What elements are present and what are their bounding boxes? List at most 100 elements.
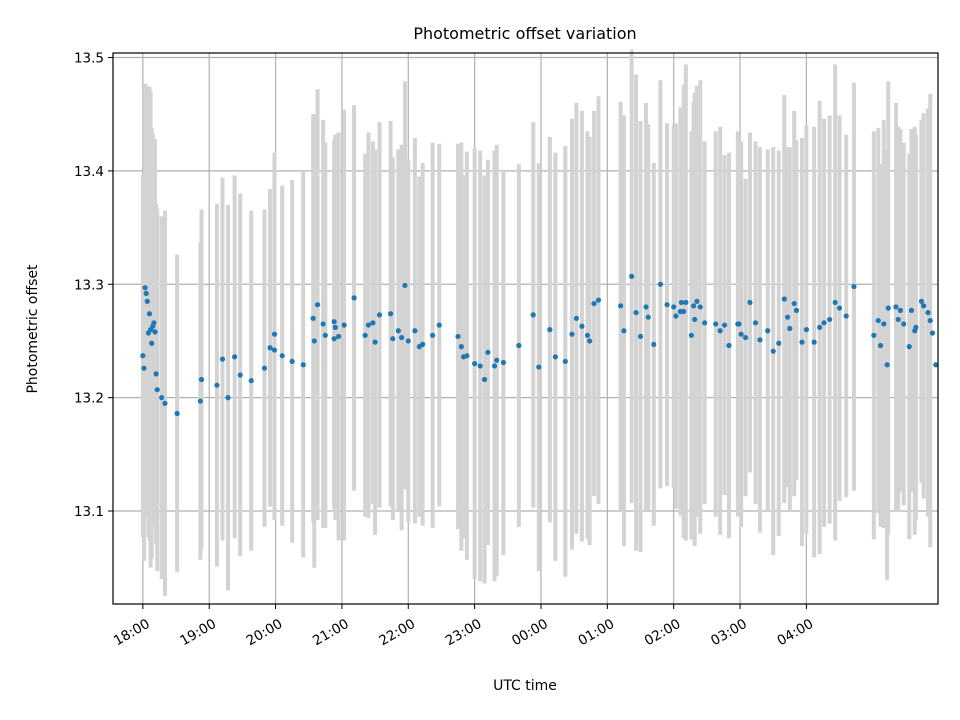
data-point — [436, 322, 442, 328]
data-point — [372, 339, 378, 345]
data-point — [717, 328, 723, 334]
data-point — [141, 365, 147, 371]
data-points — [140, 273, 939, 417]
data-point — [530, 312, 536, 318]
data-point — [629, 273, 635, 279]
data-point — [351, 295, 357, 301]
x-tick-label: 00:00 — [509, 616, 551, 649]
y-tick-label: 13.1 — [74, 504, 104, 520]
data-point — [569, 331, 575, 337]
data-point — [843, 313, 849, 319]
data-point — [562, 358, 568, 364]
data-point — [657, 281, 664, 287]
data-point — [690, 303, 697, 309]
data-point — [395, 328, 401, 334]
data-point — [884, 362, 890, 368]
x-tick-label: 20:00 — [244, 616, 286, 649]
data-point — [832, 299, 838, 306]
data-point — [799, 339, 805, 345]
data-point — [516, 342, 522, 349]
data-point — [261, 365, 268, 371]
y-tick-label: 13.5 — [74, 51, 104, 67]
data-point — [547, 327, 553, 333]
x-tick-label: 04:00 — [775, 616, 817, 649]
y-tick-label: 13.2 — [74, 391, 104, 407]
data-point — [621, 328, 627, 334]
data-point — [331, 336, 337, 342]
data-point — [402, 282, 408, 289]
data-point — [159, 395, 165, 401]
data-point — [536, 364, 542, 370]
data-point — [929, 330, 936, 336]
data-point — [584, 332, 591, 338]
data-point — [310, 315, 316, 321]
data-point — [332, 324, 338, 330]
data-point — [933, 362, 939, 368]
x-tick-label: 02:00 — [642, 616, 684, 649]
data-point — [162, 400, 168, 406]
data-point — [897, 307, 903, 313]
data-point — [913, 324, 919, 330]
data-point — [140, 353, 146, 359]
data-point — [365, 322, 372, 328]
data-point — [197, 398, 203, 404]
data-point — [464, 353, 470, 359]
data-point — [836, 305, 843, 311]
data-point — [579, 323, 585, 329]
data-point — [827, 316, 833, 323]
data-point — [784, 314, 791, 320]
x-tick-label: 21:00 — [310, 616, 352, 649]
data-point — [237, 372, 243, 378]
data-point — [793, 307, 800, 313]
data-point — [742, 334, 749, 341]
data-point — [877, 342, 884, 349]
data-point — [420, 341, 426, 347]
data-point — [901, 321, 907, 327]
data-point — [341, 322, 347, 328]
data-point — [219, 356, 226, 362]
data-point — [787, 325, 793, 332]
data-point — [765, 328, 771, 334]
data-point — [697, 304, 703, 310]
data-point — [271, 331, 278, 337]
data-point — [757, 337, 763, 343]
data-point — [336, 333, 342, 340]
data-point — [232, 354, 238, 360]
data-point — [885, 305, 891, 311]
data-point — [645, 314, 651, 320]
data-point — [643, 304, 649, 310]
data-point — [871, 332, 877, 338]
data-point — [149, 340, 155, 346]
data-point — [713, 321, 719, 327]
data-point — [851, 283, 857, 290]
data-point — [671, 304, 677, 310]
data-point — [174, 410, 180, 417]
data-point — [279, 353, 285, 359]
data-point — [481, 376, 488, 383]
data-point — [198, 376, 205, 383]
data-point — [591, 300, 597, 307]
data-point — [893, 304, 899, 310]
data-point — [811, 339, 817, 345]
data-point — [146, 311, 153, 317]
chart-title: Photometric offset variation — [413, 24, 636, 43]
data-point — [875, 317, 881, 324]
data-point — [311, 338, 317, 344]
data-point — [781, 296, 787, 302]
data-point — [458, 344, 464, 350]
data-point — [633, 310, 639, 316]
data-point — [271, 347, 278, 353]
data-point — [289, 358, 295, 364]
data-point — [152, 329, 158, 335]
data-point — [370, 320, 376, 326]
data-point — [736, 321, 742, 327]
data-point — [738, 331, 744, 337]
data-point — [412, 328, 418, 334]
data-point — [721, 322, 728, 328]
error-bars — [140, 49, 933, 597]
x-axis-ticks: 18:00 19:00 20:00 21:00 22:00 23:00 00:00 01:00… — [111, 604, 816, 649]
data-point — [387, 311, 394, 317]
data-point — [362, 332, 368, 338]
data-point — [908, 307, 915, 313]
data-point — [485, 349, 491, 355]
